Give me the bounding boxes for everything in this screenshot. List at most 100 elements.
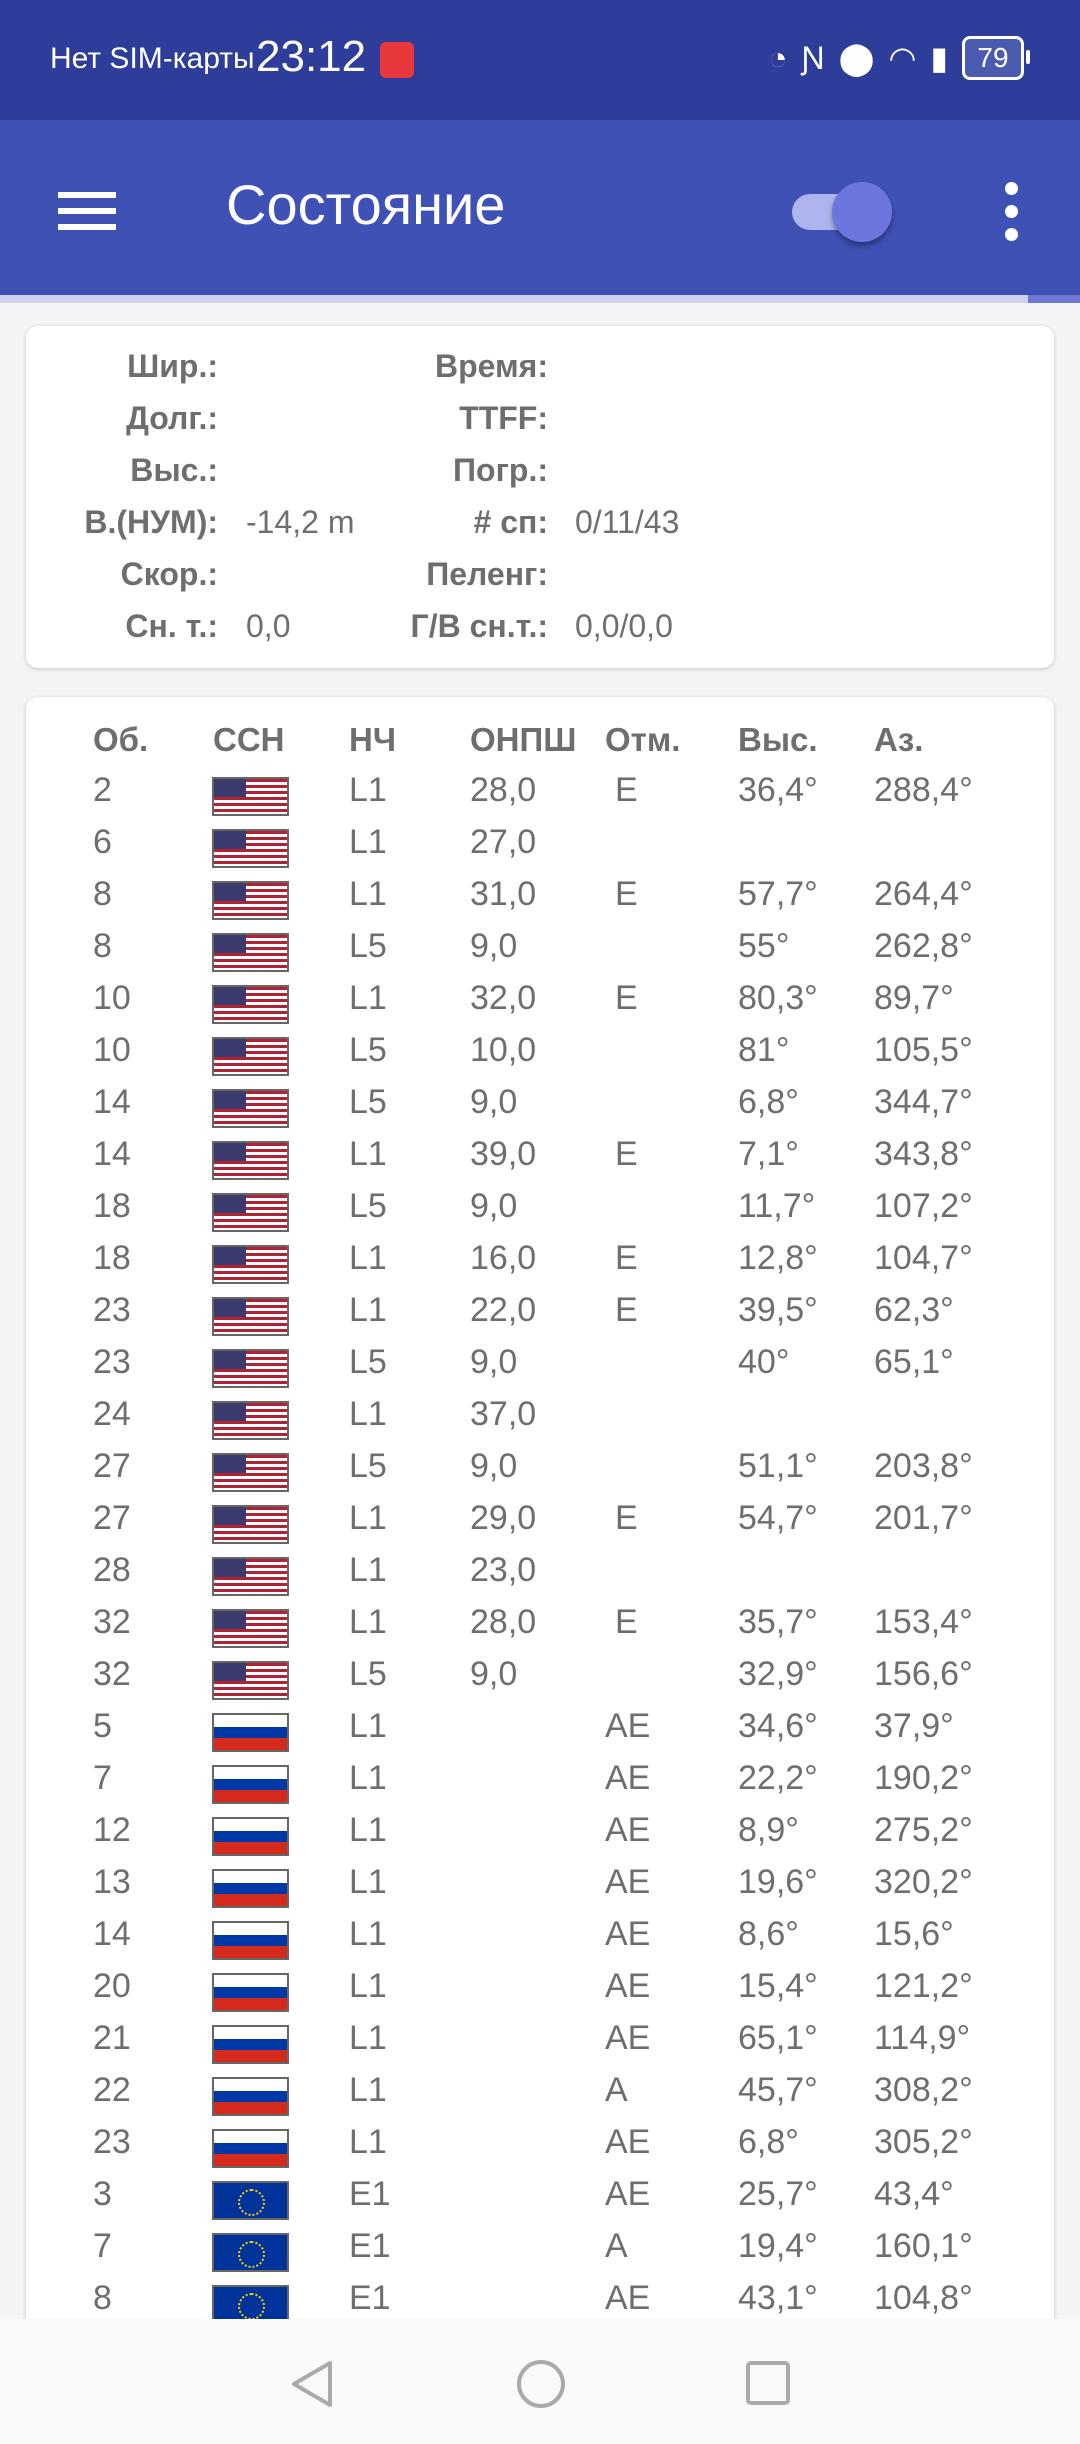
russia-flag-icon — [212, 1817, 289, 1856]
russia-flag-icon — [212, 1765, 289, 1804]
table-cell: 6 — [93, 823, 112, 861]
table-cell: AE — [605, 1811, 651, 1849]
table-cell: A — [605, 2071, 628, 2109]
table-cell: 264,4° — [874, 875, 973, 913]
home-icon — [517, 2360, 565, 2408]
table-cell: 62,3° — [874, 1291, 954, 1329]
table-cell: 51,1° — [738, 1447, 818, 1485]
back-button[interactable] — [286, 2357, 340, 2411]
table-cell: 31,0 — [470, 875, 537, 913]
table-cell: L1 — [349, 2071, 387, 2109]
table-cell: 6,8° — [738, 2123, 799, 2161]
usa-flag-icon — [212, 1557, 289, 1596]
table-cell: E — [615, 1291, 638, 1329]
russia-flag-icon — [212, 1713, 289, 1752]
table-cell: 40° — [738, 1343, 790, 1381]
more-options-icon[interactable] — [1000, 182, 1022, 242]
back-icon — [292, 2361, 332, 2407]
table-cell: 343,8° — [874, 1135, 973, 1173]
table-cell: 262,8° — [874, 927, 973, 965]
table-cell: 9,0 — [470, 1447, 518, 1485]
table-cell: 8,9° — [738, 1811, 799, 1849]
table-cell: 7 — [93, 2227, 112, 2265]
table-cell: 203,8° — [874, 1447, 973, 1485]
table-cell: L1 — [349, 1915, 387, 1953]
table-cell: 114,9° — [874, 2019, 971, 2057]
column-header[interactable]: Об. — [93, 721, 149, 758]
navigation-bar — [0, 2319, 1080, 2444]
table-cell: E — [615, 875, 638, 913]
table-cell: L5 — [349, 1447, 387, 1485]
menu-icon[interactable] — [58, 192, 116, 230]
battery-level: 79 — [977, 42, 1009, 73]
gps-toggle[interactable] — [792, 182, 892, 242]
table-cell: L5 — [349, 927, 387, 965]
usa-flag-icon — [212, 1661, 289, 1700]
table-cell: 21 — [93, 2019, 131, 2057]
table-cell: AE — [605, 2175, 651, 2213]
table-cell: 18 — [93, 1239, 131, 1277]
table-cell: 32,9° — [738, 1655, 818, 1693]
column-header[interactable]: Выс. — [738, 721, 818, 758]
fix-label: В.(НУМ): — [84, 504, 218, 540]
table-cell: L1 — [349, 823, 387, 861]
table-cell: 156,6° — [874, 1655, 973, 1693]
table-cell: 29,0 — [470, 1499, 537, 1537]
table-cell: L1 — [349, 875, 387, 913]
russia-flag-icon — [212, 2025, 289, 2064]
column-header[interactable]: ОНПШ — [470, 721, 577, 758]
table-cell: 81° — [738, 1031, 790, 1069]
table-cell: 8 — [93, 2279, 112, 2317]
table-cell: E1 — [349, 2279, 391, 2317]
home-button[interactable] — [514, 2357, 568, 2411]
huawei-app-icon — [380, 42, 414, 78]
table-cell: 6,8° — [738, 1083, 799, 1121]
table-cell: 23,0 — [470, 1551, 537, 1589]
table-cell: AE — [605, 2279, 651, 2317]
speed-icon: ◔ — [768, 39, 788, 76]
table-cell: AE — [605, 2123, 651, 2161]
app-toolbar: Состояние — [0, 120, 1080, 295]
table-cell: 55° — [738, 927, 790, 965]
table-cell: L1 — [349, 1759, 387, 1797]
column-header[interactable]: ССН — [213, 721, 285, 758]
table-cell: 7 — [93, 1759, 112, 1797]
usa-flag-icon — [212, 985, 289, 1024]
table-cell: 288,4° — [874, 771, 973, 809]
table-cell: 8,6° — [738, 1915, 799, 1953]
column-header[interactable]: Отм. — [605, 721, 681, 758]
status-bar: Нет SIM-карты 23:12 ◔ Ɲ ⬤ ◠ ▮ 79 — [0, 0, 1080, 120]
table-cell: AE — [605, 1863, 651, 1901]
table-cell: 22 — [93, 2071, 131, 2109]
table-cell: 28,0 — [470, 771, 537, 809]
table-cell: 19,4° — [738, 2227, 818, 2265]
table-cell: 22,2° — [738, 1759, 818, 1797]
table-cell: 12 — [93, 1811, 131, 1849]
table-cell: 54,7° — [738, 1499, 818, 1537]
table-cell: L5 — [349, 1343, 387, 1381]
usa-flag-icon — [212, 1609, 289, 1648]
page-title: Состояние — [226, 173, 506, 236]
progress-bar — [0, 295, 1080, 303]
column-header[interactable]: НЧ — [349, 721, 397, 758]
usa-flag-icon — [212, 829, 289, 868]
table-cell: L1 — [349, 1551, 387, 1589]
table-cell: 89,7° — [874, 979, 954, 1017]
table-cell: 65,1° — [874, 1343, 954, 1381]
table-cell: 14 — [93, 1135, 131, 1173]
table-cell: 36,4° — [738, 771, 818, 809]
usa-flag-icon — [212, 1037, 289, 1076]
table-cell: 28 — [93, 1551, 131, 1589]
table-cell: 3 — [93, 2175, 112, 2213]
table-cell: 57,7° — [738, 875, 818, 913]
table-cell: 9,0 — [470, 1655, 518, 1693]
table-cell: AE — [605, 1759, 651, 1797]
table-cell: 22,0 — [470, 1291, 537, 1329]
table-cell: 105,5° — [874, 1031, 973, 1069]
table-cell: 43,1° — [738, 2279, 818, 2317]
table-cell: L1 — [349, 1811, 387, 1849]
column-header[interactable]: Аз. — [874, 721, 924, 758]
recents-button[interactable] — [742, 2357, 796, 2411]
fix-label: Время: — [434, 348, 548, 384]
table-cell: 14 — [93, 1083, 131, 1121]
